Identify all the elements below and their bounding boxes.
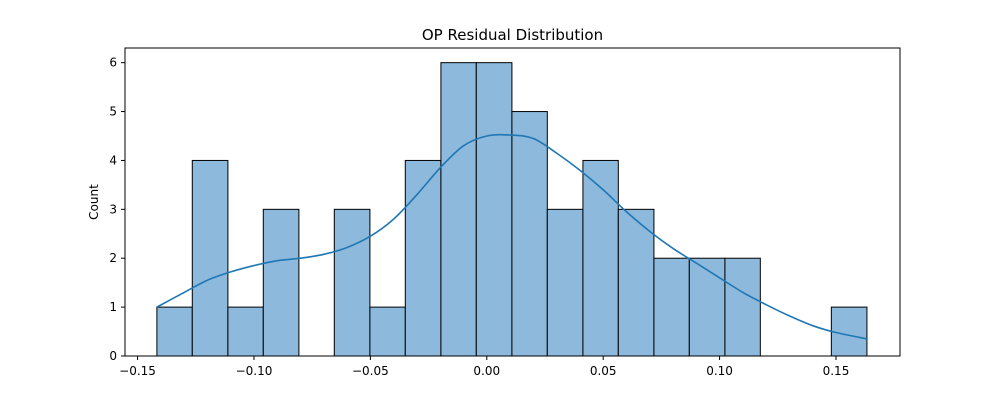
x-tick-label: −0.15 <box>119 364 156 378</box>
y-tick-label: 5 <box>109 105 117 119</box>
x-tick-label: 0.15 <box>823 364 850 378</box>
histogram-bar-2 <box>227 306 264 357</box>
kde-line <box>156 133 868 340</box>
y-tick-label: 0 <box>109 349 117 363</box>
plot-frame <box>124 47 901 357</box>
y-tick-label: 4 <box>109 153 117 167</box>
histogram-bar-6 <box>369 306 406 357</box>
histogram-bar-12 <box>582 159 619 357</box>
y-axis: 0 1 2 3 4 5 6 <box>109 56 125 363</box>
histogram-bar-8 <box>440 62 477 357</box>
histogram-bar-14 <box>653 257 690 357</box>
histogram-bar-7 <box>404 159 442 357</box>
x-tick-label: 0.00 <box>473 364 500 378</box>
x-tick-label: −0.10 <box>236 364 273 378</box>
histogram-bar-19 <box>830 306 868 357</box>
x-tick-label: −0.05 <box>352 364 389 378</box>
y-tick-label: 6 <box>109 56 117 70</box>
bars-group <box>156 62 868 357</box>
histogram-bar-1 <box>191 159 229 357</box>
y-tick-label: 2 <box>109 251 117 265</box>
histogram-bar-16 <box>724 257 761 357</box>
y-axis-label: Count <box>87 184 101 220</box>
histogram-bar-10 <box>511 111 548 357</box>
histogram-bar-11 <box>546 208 584 357</box>
histogram-bar-15 <box>688 257 726 357</box>
x-axis: −0.15 −0.10 −0.05 0.00 0.05 0.10 0.15 <box>119 356 849 378</box>
chart-title: OP Residual Distribution <box>422 26 603 44</box>
x-tick-label: 0.10 <box>706 364 733 378</box>
histogram-bar-0 <box>156 306 193 357</box>
y-tick-label: 1 <box>109 300 117 314</box>
histogram-bar-5 <box>333 208 371 357</box>
histogram-bar-13 <box>617 208 655 357</box>
histogram-bar-3 <box>262 208 300 357</box>
histogram-bar-9 <box>475 62 513 357</box>
y-tick-label: 3 <box>109 202 117 216</box>
x-tick-label: 0.05 <box>590 364 617 378</box>
